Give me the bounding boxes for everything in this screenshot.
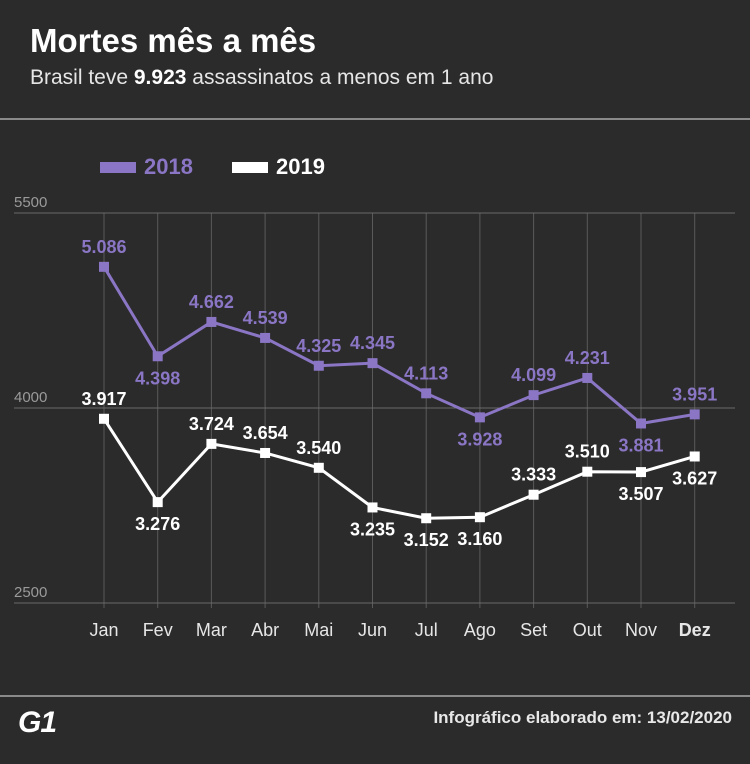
data-label-2019: 3.627 — [672, 468, 717, 488]
data-label-2018: 5.086 — [81, 237, 126, 257]
chart-subtitle: Brasil teve 9.923 assassinatos a menos e… — [30, 66, 493, 90]
data-point-2018 — [528, 390, 539, 401]
data-label-2019: 3.724 — [189, 414, 234, 434]
data-label-2019: 3.540 — [296, 438, 341, 458]
data-label-2019: 3.160 — [457, 529, 502, 549]
data-point-2019 — [260, 447, 271, 458]
x-tick-label: Out — [573, 620, 602, 640]
legend-swatch-2018 — [100, 161, 136, 173]
data-point-2019 — [367, 502, 378, 513]
x-tick-label: Abr — [251, 620, 279, 640]
legend-label-2018: 2018 — [144, 154, 193, 179]
legend-label-2019: 2019 — [276, 154, 325, 179]
g1-logo: G1 — [18, 706, 57, 739]
data-point-2019 — [528, 489, 539, 500]
data-point-2018 — [689, 409, 700, 420]
data-label-2018: 3.928 — [457, 429, 502, 449]
data-label-2018: 4.113 — [404, 363, 448, 383]
data-label-2018: 4.539 — [243, 308, 288, 328]
data-label-2019: 3.333 — [511, 465, 556, 485]
series-line-2019 — [102, 417, 696, 520]
y-tick-label: 2500 — [14, 584, 47, 601]
data-point-2019 — [421, 513, 432, 524]
x-tick-label: Jun — [358, 620, 387, 640]
top-divider — [0, 118, 750, 120]
data-label-2018: 4.325 — [296, 336, 341, 356]
bottom-divider — [0, 695, 750, 697]
x-tick-label: Set — [520, 620, 547, 640]
data-point-2018 — [152, 351, 163, 362]
data-point-2018 — [421, 388, 432, 399]
x-tick-label: Dez — [679, 620, 711, 640]
subtitle-prefix: Brasil teve — [30, 66, 134, 89]
footer-note: Infográfico elaborado em: 13/02/2020 — [433, 708, 732, 727]
data-label-2018: 4.231 — [565, 348, 610, 368]
data-point-2018 — [313, 360, 324, 371]
data-point-2019 — [474, 512, 485, 523]
y-tick-label: 4000 — [14, 389, 47, 406]
data-point-2019 — [636, 467, 646, 478]
x-tick-label: Ago — [464, 620, 496, 640]
data-label-2019: 3.152 — [404, 530, 449, 550]
data-point-2018 — [206, 316, 217, 327]
data-point-2018 — [582, 372, 593, 383]
x-tick-label: Fev — [143, 620, 173, 640]
data-label-2019: 3.510 — [565, 442, 610, 462]
data-point-2019 — [689, 451, 700, 462]
subtitle-suffix: assassinatos a menos em 1 ano — [186, 66, 494, 89]
data-point-2019 — [152, 497, 163, 508]
data-label-2019: 3.276 — [135, 514, 180, 534]
data-point-2019 — [582, 466, 593, 477]
data-label-2018: 4.662 — [189, 292, 234, 312]
data-point-2018 — [636, 418, 646, 429]
x-tick-label: Mai — [304, 620, 333, 640]
x-tick-label: Jan — [89, 620, 118, 640]
data-label-2018: 4.398 — [135, 368, 180, 388]
legend-item-2018: 2018 — [100, 154, 193, 180]
data-label-2019: 3.235 — [350, 519, 395, 539]
x-tick-label: Mar — [196, 620, 227, 640]
legend-swatch-2019 — [232, 161, 268, 173]
legend-item-2019: 2019 — [232, 154, 325, 180]
data-point-2019 — [99, 413, 109, 424]
data-point-2018 — [99, 261, 109, 272]
chart-title: Mortes mês a mês — [30, 22, 317, 59]
data-label-2019: 3.507 — [618, 484, 663, 504]
y-tick-label: 5500 — [14, 194, 47, 211]
data-point-2018 — [260, 332, 271, 343]
data-point-2018 — [474, 412, 485, 423]
data-label-2018: 3.881 — [618, 435, 663, 455]
data-point-2019 — [206, 438, 217, 449]
x-tick-label: Nov — [625, 620, 657, 640]
data-label-2019: 3.917 — [81, 389, 126, 409]
data-label-2018: 4.345 — [350, 333, 395, 353]
data-point-2019 — [313, 462, 324, 473]
data-label-2018: 3.951 — [672, 384, 717, 404]
x-tick-label: Jul — [415, 620, 438, 640]
subtitle-highlight: 9.923 — [133, 66, 187, 89]
data-label-2019: 3.654 — [243, 423, 288, 443]
data-point-2018 — [367, 358, 378, 369]
data-label-2018: 4.099 — [511, 365, 556, 385]
series-line-2018 — [102, 266, 695, 426]
